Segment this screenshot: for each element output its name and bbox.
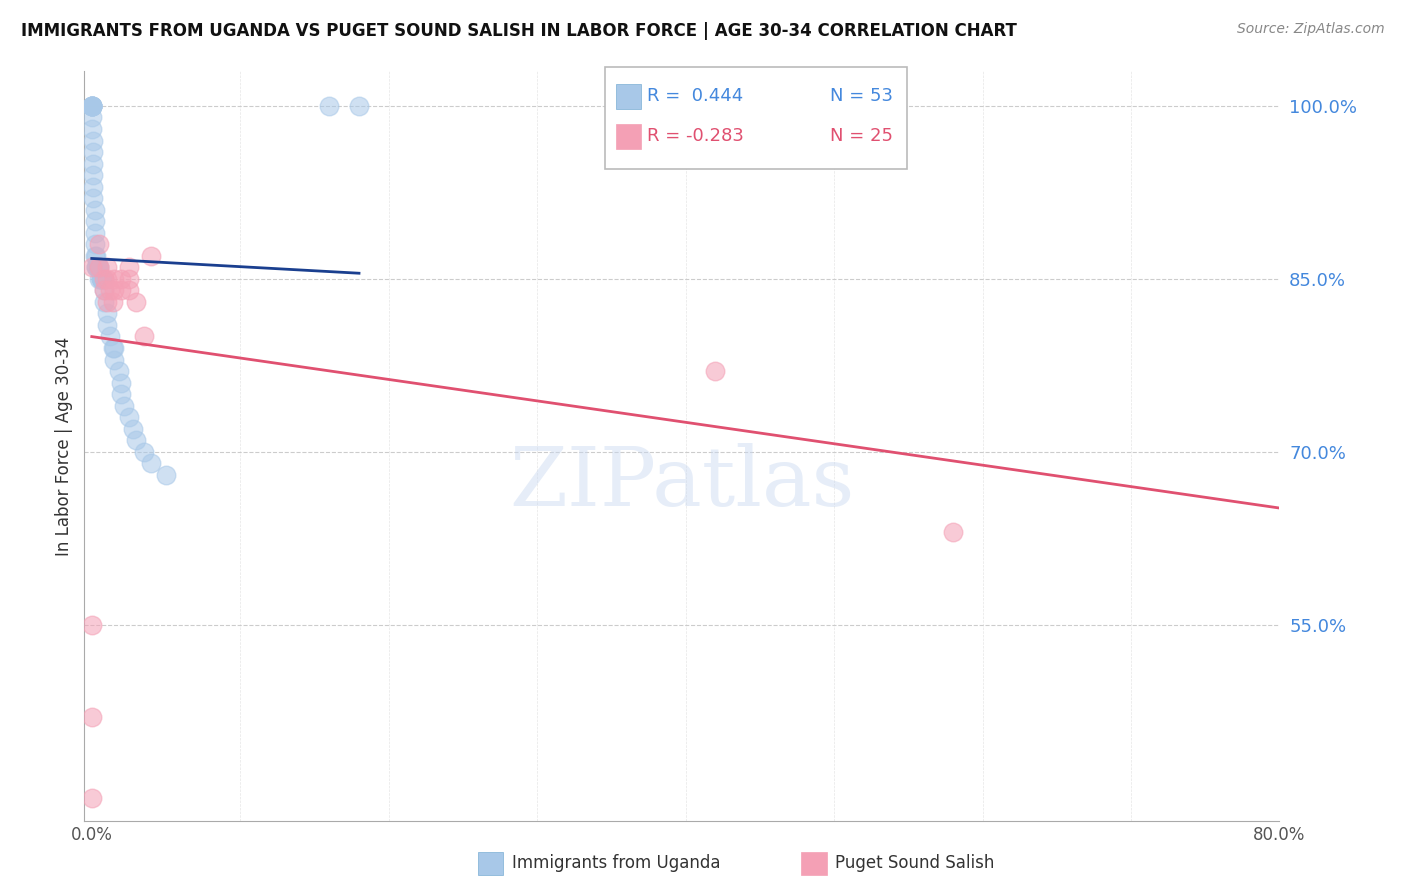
- Point: [80, 260, 103, 275]
- Point: [82, 145, 104, 159]
- Point: [118, 260, 141, 275]
- Text: Puget Sound Salish: Puget Sound Salish: [835, 855, 994, 872]
- Point: [101, 294, 124, 309]
- Point: [141, 456, 163, 470]
- Text: Immigrants from Uganda: Immigrants from Uganda: [512, 855, 720, 872]
- Point: [89, 272, 111, 286]
- Point: [80, 790, 103, 805]
- Point: [96, 260, 118, 275]
- Point: [82, 191, 104, 205]
- Point: [110, 284, 132, 298]
- Point: [82, 179, 104, 194]
- Point: [318, 99, 340, 113]
- Point: [90, 272, 112, 286]
- Point: [103, 272, 125, 286]
- Text: ZIPatlas: ZIPatlas: [509, 443, 855, 524]
- Point: [89, 260, 111, 275]
- Point: [93, 284, 115, 298]
- Point: [80, 99, 103, 113]
- Point: [80, 99, 103, 113]
- Point: [942, 525, 965, 540]
- Text: R = -0.283: R = -0.283: [647, 128, 744, 145]
- Point: [103, 341, 125, 355]
- Point: [87, 260, 110, 275]
- Point: [101, 341, 124, 355]
- Point: [91, 272, 114, 286]
- Point: [93, 272, 115, 286]
- Point: [125, 434, 148, 448]
- Point: [83, 226, 105, 240]
- Point: [103, 352, 125, 367]
- Point: [89, 260, 111, 275]
- Point: [83, 214, 105, 228]
- Point: [80, 111, 103, 125]
- Point: [122, 422, 145, 436]
- Point: [80, 99, 103, 113]
- Point: [90, 272, 112, 286]
- Point: [118, 272, 141, 286]
- Point: [80, 99, 103, 113]
- Point: [80, 99, 103, 113]
- Point: [107, 364, 129, 378]
- Point: [110, 387, 132, 401]
- Point: [80, 710, 103, 724]
- Point: [96, 306, 118, 320]
- Point: [80, 99, 103, 113]
- Point: [96, 318, 118, 332]
- Point: [82, 134, 104, 148]
- Point: [82, 156, 104, 170]
- Point: [84, 260, 107, 275]
- Point: [93, 272, 115, 286]
- Point: [118, 284, 141, 298]
- Point: [93, 284, 115, 298]
- Text: N = 25: N = 25: [830, 128, 893, 145]
- Point: [125, 294, 148, 309]
- Point: [347, 99, 370, 113]
- Point: [83, 202, 105, 217]
- Point: [155, 467, 177, 482]
- Point: [103, 284, 125, 298]
- Point: [83, 237, 105, 252]
- Point: [89, 260, 111, 275]
- Point: [118, 410, 141, 425]
- Text: IMMIGRANTS FROM UGANDA VS PUGET SOUND SALISH IN LABOR FORCE | AGE 30-34 CORRELAT: IMMIGRANTS FROM UGANDA VS PUGET SOUND SA…: [21, 22, 1017, 40]
- Point: [89, 237, 111, 252]
- Point: [704, 364, 727, 378]
- Point: [80, 122, 103, 136]
- Point: [91, 272, 114, 286]
- Point: [80, 99, 103, 113]
- Point: [98, 329, 121, 343]
- Point: [87, 260, 110, 275]
- Point: [84, 260, 107, 275]
- Point: [96, 294, 118, 309]
- Y-axis label: In Labor Force | Age 30-34: In Labor Force | Age 30-34: [55, 336, 73, 556]
- Point: [98, 284, 121, 298]
- Point: [93, 294, 115, 309]
- Point: [80, 617, 103, 632]
- Point: [110, 376, 132, 390]
- Point: [96, 272, 118, 286]
- Point: [82, 168, 104, 182]
- Text: N = 53: N = 53: [830, 87, 893, 105]
- Text: Source: ZipAtlas.com: Source: ZipAtlas.com: [1237, 22, 1385, 37]
- Point: [83, 249, 105, 263]
- Text: R =  0.444: R = 0.444: [647, 87, 742, 105]
- Point: [84, 249, 107, 263]
- Point: [132, 444, 155, 458]
- Point: [132, 329, 155, 343]
- Point: [110, 272, 132, 286]
- Point: [114, 399, 136, 413]
- Point: [141, 249, 163, 263]
